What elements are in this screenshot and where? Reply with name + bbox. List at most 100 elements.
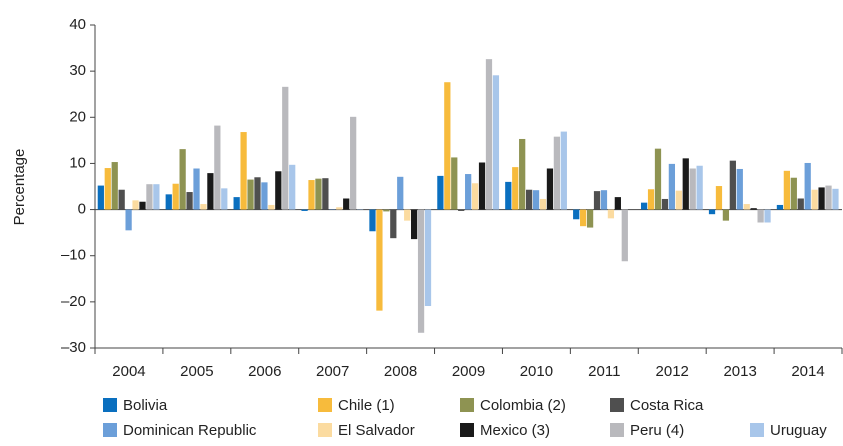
legend-swatch xyxy=(750,423,764,437)
bar xyxy=(648,189,654,209)
y-tick-label: 10 xyxy=(69,154,86,171)
bar xyxy=(493,75,499,209)
bar xyxy=(757,210,763,223)
bar xyxy=(526,190,532,210)
bar xyxy=(615,197,621,209)
bar xyxy=(812,190,818,210)
bar xyxy=(505,182,511,210)
bar xyxy=(282,87,288,210)
bar xyxy=(723,210,729,221)
y-tick-label: –10 xyxy=(61,247,86,264)
bar xyxy=(444,82,450,209)
legend-swatch xyxy=(103,398,117,412)
bar xyxy=(737,169,743,210)
bar xyxy=(343,198,349,209)
bar xyxy=(425,210,431,306)
bar xyxy=(214,126,220,210)
bar xyxy=(173,184,179,210)
legend-label: Chile (1) xyxy=(338,397,395,414)
x-tick-label: 2006 xyxy=(248,363,281,380)
bar xyxy=(221,188,227,209)
x-tick-label: 2009 xyxy=(452,363,485,380)
bar xyxy=(561,132,567,210)
legend-swatch xyxy=(460,423,474,437)
bar xyxy=(690,169,696,210)
bar xyxy=(200,204,206,210)
bar xyxy=(791,178,797,210)
bar xyxy=(601,190,607,209)
bar xyxy=(336,207,342,209)
bar xyxy=(418,210,424,333)
bar xyxy=(153,184,159,209)
y-tick-label: –30 xyxy=(61,339,86,356)
legend-label: Mexico (3) xyxy=(480,422,550,439)
x-tick-label: 2005 xyxy=(180,363,213,380)
bar xyxy=(166,194,172,209)
y-tick-label: 20 xyxy=(69,108,86,125)
legend-swatch xyxy=(610,398,624,412)
legend-label: Costa Rica xyxy=(630,397,704,414)
y-axis-label: Percentage xyxy=(11,149,28,226)
bar xyxy=(479,163,485,210)
bar xyxy=(683,158,689,209)
bar xyxy=(669,164,675,210)
bar xyxy=(397,177,403,210)
bar xyxy=(132,200,138,209)
bar xyxy=(240,132,246,210)
legend-label: Dominican Republic xyxy=(123,422,257,439)
bar xyxy=(139,202,145,210)
bar xyxy=(751,208,757,209)
bar xyxy=(472,183,478,209)
legend-swatch xyxy=(460,398,474,412)
bar xyxy=(289,165,295,210)
bar xyxy=(404,210,410,221)
bar xyxy=(383,210,389,212)
bar xyxy=(275,171,281,209)
y-tick-label: –20 xyxy=(61,293,86,310)
bar xyxy=(125,210,131,231)
x-tick-label: 2012 xyxy=(656,363,689,380)
bar xyxy=(744,204,750,210)
bar xyxy=(193,169,199,210)
bar xyxy=(587,210,593,228)
bar xyxy=(805,163,811,210)
bar xyxy=(730,161,736,210)
bar xyxy=(186,192,192,210)
x-tick-label: 2008 xyxy=(384,363,417,380)
bar xyxy=(676,191,682,210)
bar xyxy=(709,210,715,215)
bar xyxy=(207,173,213,209)
bar xyxy=(655,149,661,210)
bar xyxy=(146,184,152,209)
legend-swatch xyxy=(610,423,624,437)
legend-label: El Salvador xyxy=(338,422,415,439)
bar xyxy=(322,178,328,209)
bar xyxy=(716,186,722,210)
bar xyxy=(105,168,111,210)
bar xyxy=(697,166,703,210)
x-tick-label: 2013 xyxy=(723,363,756,380)
bar xyxy=(180,149,186,209)
bar xyxy=(540,199,546,210)
bar xyxy=(832,189,838,210)
bar xyxy=(594,191,600,209)
bar xyxy=(315,179,321,210)
bar xyxy=(486,59,492,209)
legend-swatch xyxy=(318,398,332,412)
bar xyxy=(376,210,382,311)
bar xyxy=(512,167,518,209)
legend-label: Bolivia xyxy=(123,397,168,414)
x-tick-label: 2010 xyxy=(520,363,553,380)
bar xyxy=(533,190,539,209)
legend-label: Uruguay xyxy=(770,422,827,439)
bar xyxy=(301,210,307,211)
bar xyxy=(390,210,396,239)
bar xyxy=(764,210,770,223)
bar xyxy=(547,169,553,210)
bar xyxy=(268,205,274,210)
bar xyxy=(369,210,375,232)
bar xyxy=(818,187,824,209)
legend-swatch xyxy=(103,423,117,437)
